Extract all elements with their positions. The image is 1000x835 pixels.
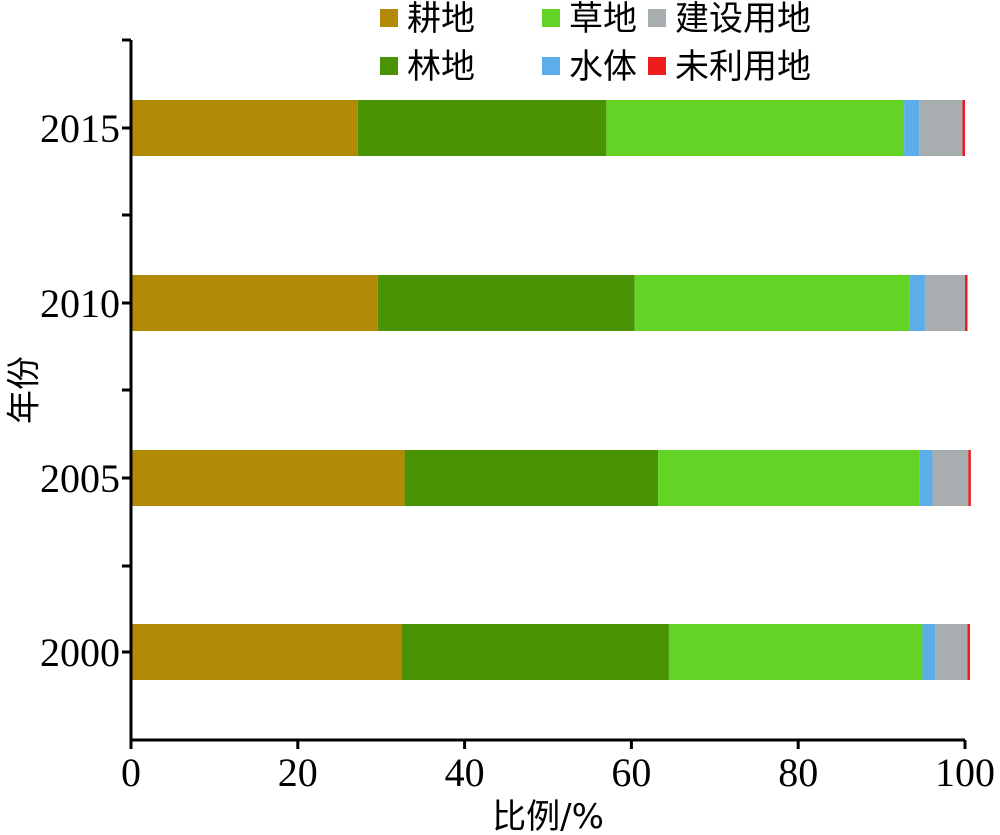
x-tick-label: 100 [935,750,995,795]
legend-item-未利用地: 未利用地 [648,47,811,87]
legend-label: 建设用地 [675,0,811,39]
bar-segment-2010-水体 [909,275,925,331]
legend-item-林地: 林地 [380,47,475,87]
legend-label: 草地 [569,0,637,39]
bar-group-2000 [131,624,971,680]
bars [131,100,971,680]
bar-group-2015 [131,100,965,156]
bar-segment-2015-建设用地 [919,100,963,156]
bar-segment-2015-未利用地 [962,100,965,156]
legend-label: 林地 [407,47,475,87]
y-tick-label: 2000 [40,630,120,675]
bar-segment-2015-水体 [904,100,920,156]
bar-segment-2005-林地 [404,450,659,506]
legend-item-耕地: 耕地 [380,0,475,39]
legend-swatch [380,9,398,27]
y-tick-label: 2005 [40,456,120,501]
x-tick-label: 40 [445,750,485,795]
legend-swatch [380,57,398,75]
y-axis-ticks: 2015 2010 2005 2000 [40,38,131,675]
y-tick-label: 2015 [40,106,120,151]
legend-label: 耕地 [407,0,475,39]
bar-segment-2000-建设用地 [935,624,968,680]
bar-segment-2000-水体 [922,624,936,680]
bar-segment-2005-草地 [658,450,920,506]
bar-segment-2015-林地 [357,100,607,156]
legend-swatch [648,9,666,27]
bar-segment-2000-未利用地 [967,624,971,680]
y-axis-title: 年份 [5,356,45,424]
legend-label: 水体 [569,47,637,87]
bar-segment-2005-未利用地 [968,450,971,506]
legend-swatch [542,9,560,27]
bar-segment-2010-未利用地 [965,275,968,331]
x-axis-title: 比例/% [492,797,604,835]
bar-segment-2005-水体 [919,450,933,506]
bar-group-2005 [131,450,971,506]
bar-segment-2010-林地 [377,275,635,331]
bar-segment-2000-草地 [668,624,923,680]
x-tick-label: 80 [778,750,818,795]
legend-item-草地: 草地 [542,0,637,39]
bar-segment-2005-耕地 [131,450,405,506]
bar-segment-2000-林地 [401,624,669,680]
legend-item-水体: 水体 [542,47,637,87]
bar-segment-2005-建设用地 [932,450,969,506]
legend-label: 未利用地 [675,47,811,87]
bar-segment-2010-耕地 [131,275,378,331]
bar-segment-2010-建设用地 [924,275,965,331]
legend-swatch [542,57,560,75]
x-tick-label: 20 [278,750,318,795]
legend-swatch [648,57,666,75]
legend-item-建设用地: 建设用地 [648,0,811,39]
x-tick-label: 60 [611,750,651,795]
bar-segment-2015-草地 [606,100,905,156]
bar-segment-2015-耕地 [131,100,358,156]
bar-segment-2010-草地 [634,275,910,331]
y-tick-label: 2010 [40,281,120,326]
bar-segment-2000-耕地 [131,624,402,680]
bar-group-2010 [131,275,968,331]
x-axis-ticks: 0 20 40 60 80 100 [121,740,995,795]
x-tick-label: 0 [121,750,141,795]
